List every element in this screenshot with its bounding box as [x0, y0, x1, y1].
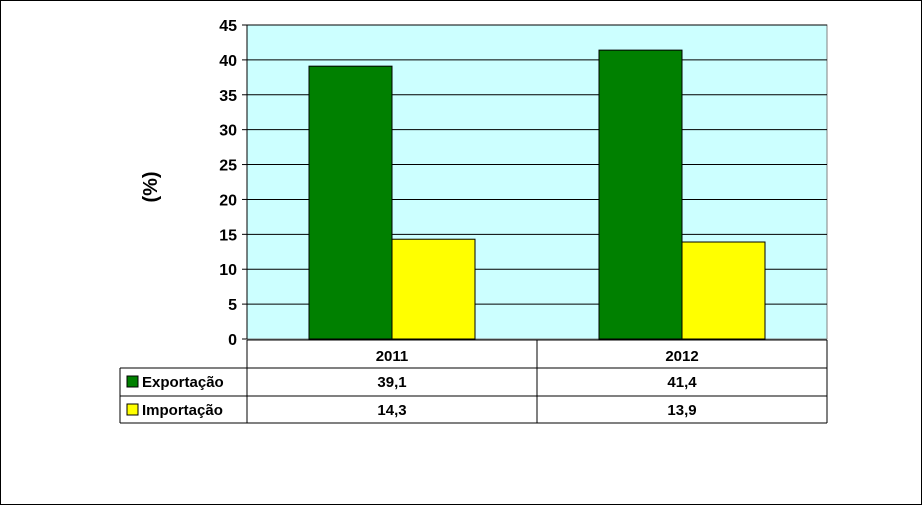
legend-label: Importação — [142, 402, 223, 419]
bar-importao-2011 — [391, 238, 476, 340]
bar-importao-2012 — [681, 241, 766, 340]
y-tick-label: 30 — [219, 123, 237, 140]
y-tick-label: 40 — [219, 53, 237, 70]
y-tick-label: 35 — [219, 88, 237, 105]
y-tick-label: 20 — [219, 192, 237, 209]
bar-exportao-2012 — [598, 49, 683, 340]
y-tick-label: 10 — [219, 262, 237, 279]
data-table: 2011 2012 Exportação 39,1 41,4 Importação 14,3… — [119, 339, 828, 424]
y-axis-label: (%) — [140, 171, 162, 202]
table-header-2012: 2012 — [665, 348, 698, 365]
table-value: 14,3 — [377, 402, 406, 419]
y-tick-label: 0 — [228, 332, 237, 349]
table-value: 41,4 — [667, 374, 697, 391]
y-tick-label: 25 — [219, 158, 237, 175]
table-value: 39,1 — [377, 374, 406, 391]
y-tick-label: 45 — [219, 18, 237, 35]
legend-label: Exportação — [142, 374, 224, 391]
bar-exportao-2011 — [308, 65, 393, 340]
y-tick-label: 5 — [228, 297, 237, 314]
legend-swatch-importao — [126, 403, 139, 416]
legend-swatch-exportao — [126, 375, 139, 388]
table-header-2011: 2011 — [376, 348, 409, 365]
table-value: 13,9 — [667, 402, 696, 419]
bars — [308, 49, 766, 340]
y-tick-label: 15 — [219, 227, 237, 244]
y-ticks: 0 5 10 15 20 25 30 35 40 45 — [219, 18, 247, 349]
